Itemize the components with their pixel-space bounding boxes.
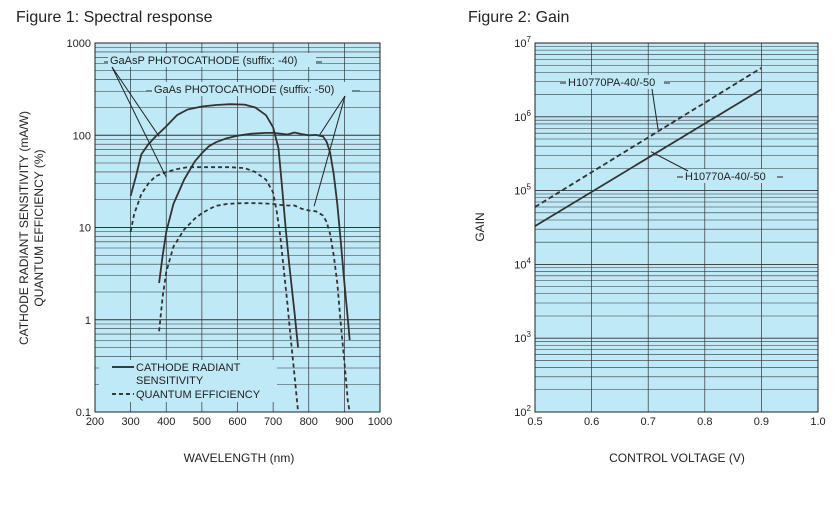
gaas-label-bg <box>152 82 352 96</box>
chart2-x-tick-label: 0.5 <box>527 416 542 428</box>
chart2-y-tick-label: 103 <box>514 330 531 345</box>
chart1-series-line-4 <box>158 202 351 413</box>
series2-label: H10770A-40/-50 <box>685 171 766 183</box>
series2-label-bg <box>683 169 777 183</box>
chart2-y-ticks: 102 103 104 105 106 107 <box>514 35 531 419</box>
chart1-x-tick-label: 700 <box>264 416 282 428</box>
chart2-x-tick-label: 0.8 <box>697 416 712 428</box>
series1-label-bg <box>566 75 664 89</box>
gaas-leader-line <box>313 95 346 207</box>
gaas-label: GaAs PHOTOCATHODE (suffix: -50) <box>154 84 334 96</box>
chart1-series-line-3 <box>129 166 299 413</box>
chart1-x-tick-label: 400 <box>157 416 175 428</box>
chart1-x-tick-label: 600 <box>228 416 246 428</box>
chart2-series <box>534 67 762 227</box>
chart2-y-tick-label: 104 <box>514 256 531 271</box>
chart1-x-axis-label: WAVELENGTH (nm) <box>184 451 295 465</box>
chart2-x-ticks: 0.5 0.6 0.7 0.8 0.9 1.0 <box>527 416 825 428</box>
chart2-y-tick-label: 105 <box>514 183 531 198</box>
chart1-x-tick-label: 300 <box>121 416 139 428</box>
chart1-series <box>129 103 351 413</box>
chart1-y-axis-label-1: CATHODE RADIANT SENSITIVITY (mA/W) <box>17 111 31 345</box>
chart2-annotations: H10770PA-40/-50 H10770A-40/-50 <box>560 75 783 183</box>
chart1-annotations: GaAsP PHOTOCATHODE (suffix: -40) GaAs PHO… <box>104 53 360 207</box>
legend-label-qe: QUANTUM EFFICIENCY <box>136 389 261 401</box>
chart2-y-axis-label: GAIN <box>473 212 487 241</box>
chart2-x-tick-label: 0.9 <box>754 416 769 428</box>
chart1-y-axis-label-2: QUANTUM EFFICIENCY (%) <box>32 149 46 306</box>
chart1-title: Figure 1: Spectral response <box>16 9 213 26</box>
chart1-y-tick-label: 1 <box>85 315 91 327</box>
gaasp-label-bg <box>108 53 316 67</box>
series1-leader-line <box>651 88 659 131</box>
legend-label-sensitivity: SENSITIVITY <box>136 375 204 387</box>
chart2-x-axis-label: CONTROL VOLTAGE (V) <box>609 451 745 465</box>
chart1-y-tick-label: 10 <box>79 223 91 235</box>
spectral-response-chart: Figure 1: Spectral response 200 300 400 500… <box>16 9 392 465</box>
chart2-y-tick-label: 107 <box>514 35 531 50</box>
gaasp-label: GaAsP PHOTOCATHODE (suffix: -40) <box>110 55 297 67</box>
chart1-x-tick-label: 500 <box>193 416 211 428</box>
chart1-series-line-1 <box>129 103 299 348</box>
chart2-plot-area <box>535 43 818 412</box>
chart1-x-tick-label: 1000 <box>368 416 392 428</box>
chart1-x-tick-label: 900 <box>335 416 353 428</box>
chart1-x-tick-label: 800 <box>300 416 318 428</box>
gaas-leader-line <box>319 95 346 136</box>
chart2-x-tick-label: 0.7 <box>641 416 656 428</box>
chart2-y-tick-label: 102 <box>514 404 531 419</box>
chart1-y-tick-label: 1000 <box>67 38 91 50</box>
chart1-frame <box>94 42 381 413</box>
chart1-y-tick-label: 100 <box>73 130 91 142</box>
chart2-y-tick-label: 106 <box>514 109 531 124</box>
gaasp-leader-line <box>111 66 160 137</box>
chart2-series-line-1 <box>534 67 762 208</box>
chart1-x-ticks: 200 300 400 500 600 700 800 900 1000 <box>86 416 392 428</box>
legend-label-radiant: CATHODE RADIANT <box>136 362 241 374</box>
chart1-x-tick-label: 200 <box>86 416 104 428</box>
chart1-y-tick-label: 0.1 <box>76 407 91 419</box>
chart2-title: Figure 2: Gain <box>468 9 569 26</box>
chart2-series-line-2 <box>534 88 762 227</box>
series1-label: H10770PA-40/-50 <box>568 77 655 89</box>
chart2-grid <box>534 43 819 413</box>
gain-chart: Figure 2: Gain 0.5 0.6 0.7 0.8 0.9 1.0 102 103… <box>468 9 826 465</box>
chart2-frame <box>534 42 819 413</box>
chart2-x-tick-label: 1.0 <box>810 416 825 428</box>
chart1-y-ticks: 0.1 1 10 100 1000 <box>67 38 91 419</box>
chart2-x-tick-label: 0.6 <box>584 416 599 428</box>
series2-leader-line <box>650 151 689 172</box>
gaasp-leader-line <box>111 66 167 178</box>
